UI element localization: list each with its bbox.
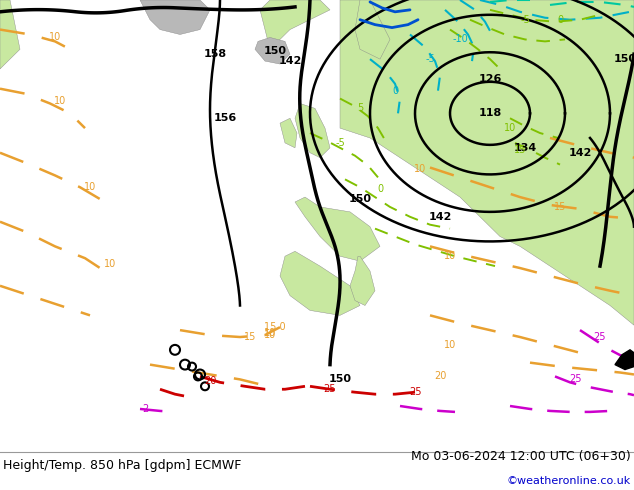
Polygon shape (280, 118, 297, 148)
Polygon shape (260, 0, 330, 49)
Polygon shape (140, 0, 210, 34)
Text: 10: 10 (264, 330, 276, 340)
Text: 150: 150 (264, 46, 287, 56)
Text: 10: 10 (49, 32, 61, 43)
Text: 134: 134 (514, 143, 536, 153)
Text: 25: 25 (409, 387, 421, 397)
Text: 15 0: 15 0 (264, 322, 286, 332)
Text: 10: 10 (444, 251, 456, 261)
Polygon shape (255, 37, 290, 64)
Text: 142: 142 (429, 212, 451, 222)
Polygon shape (295, 197, 380, 261)
Text: -5: -5 (520, 15, 530, 24)
Text: 15: 15 (244, 332, 256, 342)
Text: 15: 15 (554, 202, 566, 212)
Text: ©weatheronline.co.uk: ©weatheronline.co.uk (507, 476, 631, 486)
Text: 10: 10 (414, 165, 426, 174)
Text: 25: 25 (324, 384, 336, 394)
Text: Mo 03-06-2024 12:00 UTC (06+30): Mo 03-06-2024 12:00 UTC (06+30) (411, 450, 631, 463)
Text: 142: 142 (278, 56, 302, 66)
Text: 142: 142 (568, 148, 592, 158)
Text: 10: 10 (264, 328, 276, 338)
Text: 150: 150 (328, 374, 351, 384)
Polygon shape (340, 0, 634, 325)
Text: 156: 156 (214, 113, 236, 123)
Text: 25: 25 (594, 332, 606, 342)
Text: Height/Temp. 850 hPa [gdpm] ECMWF: Height/Temp. 850 hPa [gdpm] ECMWF (3, 459, 242, 472)
Text: 10: 10 (504, 123, 516, 133)
Text: -5: -5 (335, 138, 345, 148)
Polygon shape (280, 251, 360, 316)
Text: 126: 126 (478, 74, 501, 84)
Text: 2: 2 (142, 404, 148, 414)
Text: 118: 118 (479, 108, 501, 118)
Text: 150: 150 (349, 194, 372, 204)
Polygon shape (0, 0, 20, 69)
Text: 20: 20 (434, 371, 446, 381)
Polygon shape (615, 350, 634, 369)
Polygon shape (355, 0, 390, 59)
Text: 0: 0 (557, 15, 563, 24)
Text: 0: 0 (377, 184, 383, 194)
Text: 10: 10 (444, 340, 456, 350)
Text: 25: 25 (569, 374, 581, 384)
Text: 158: 158 (204, 49, 226, 59)
Text: 10: 10 (84, 182, 96, 192)
Text: -5: -5 (425, 54, 435, 64)
Text: 0: 0 (392, 86, 398, 96)
Text: -10: -10 (452, 34, 468, 45)
Text: 15: 15 (514, 145, 526, 155)
Polygon shape (295, 103, 330, 158)
Text: 5: 5 (357, 103, 363, 113)
Text: 10: 10 (104, 259, 116, 269)
Text: 20: 20 (204, 376, 216, 387)
Polygon shape (350, 256, 375, 305)
Text: 150: 150 (614, 54, 634, 64)
Text: 10: 10 (54, 96, 66, 105)
